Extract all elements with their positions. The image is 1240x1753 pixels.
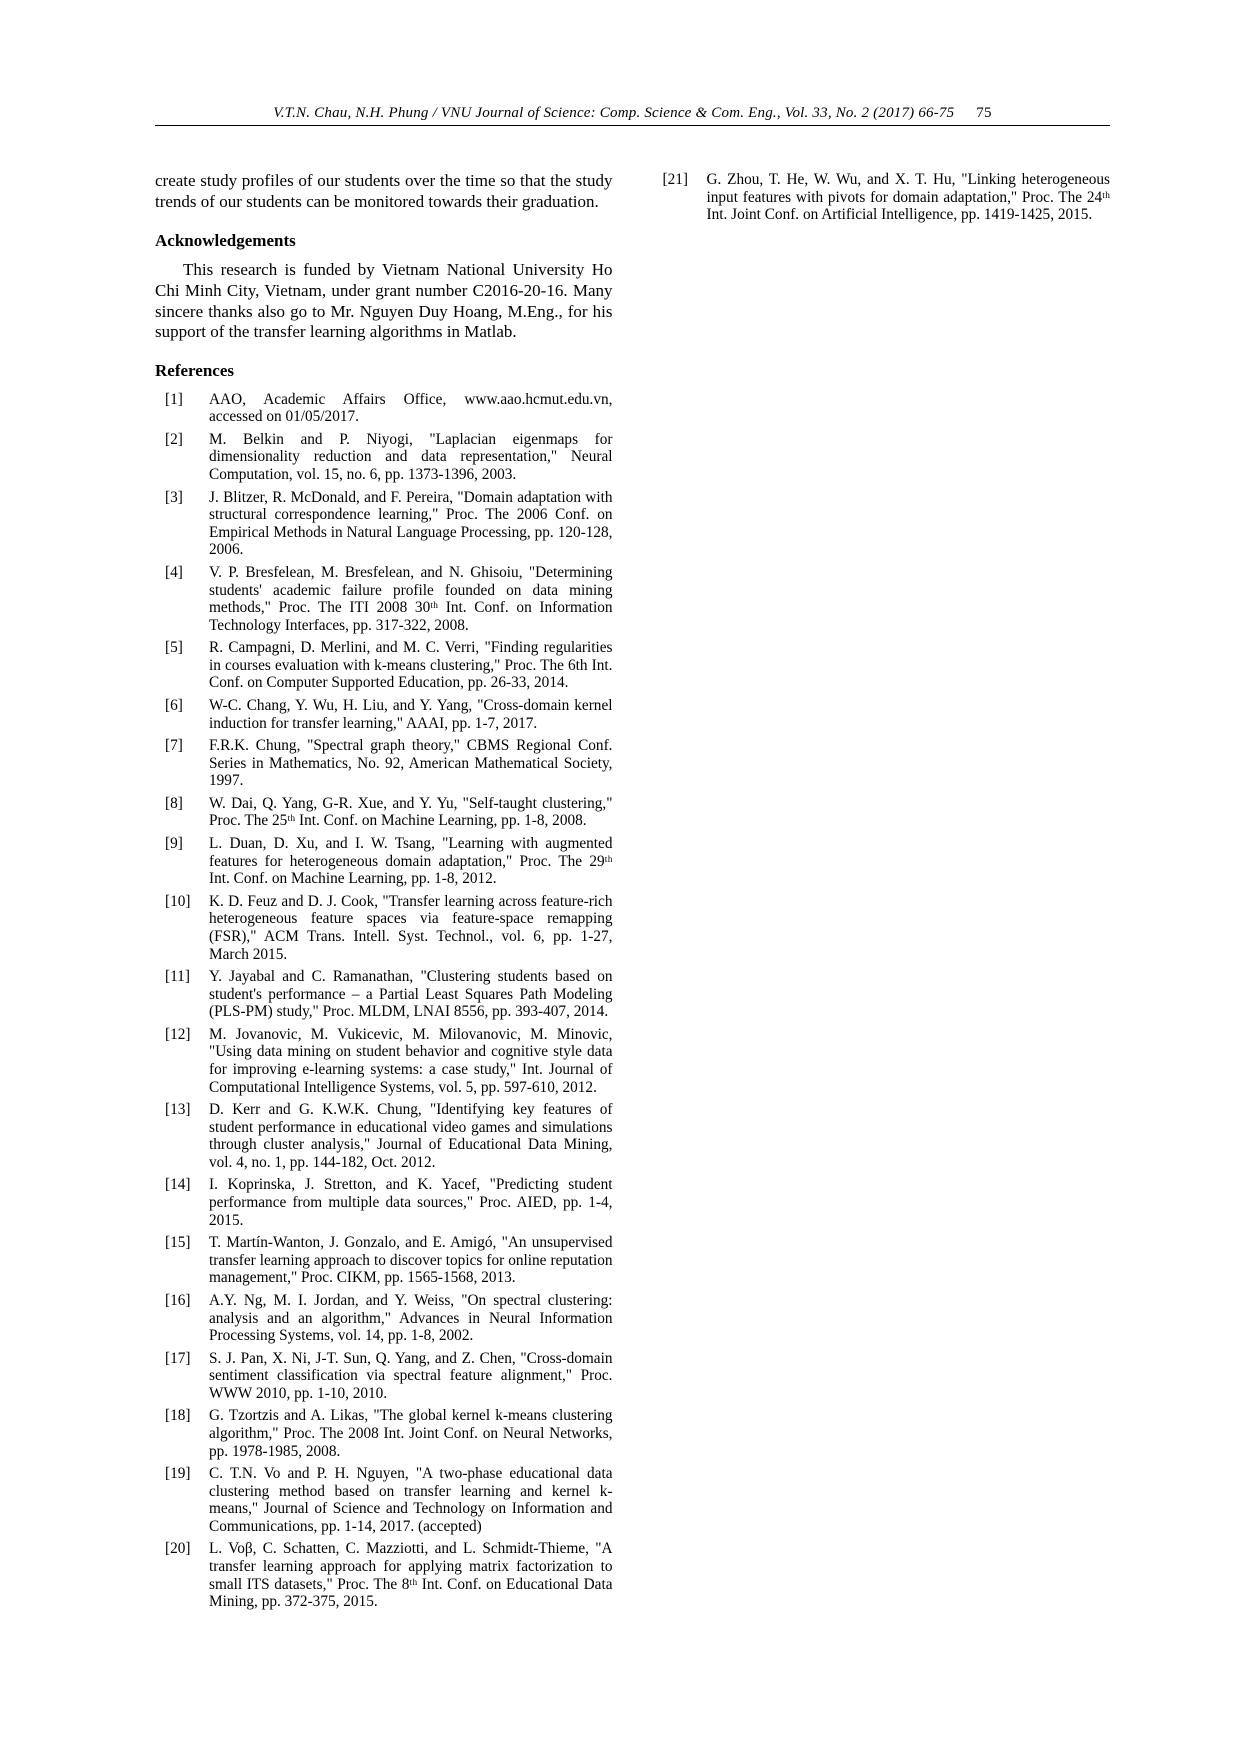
- reference-number: [10]: [155, 893, 209, 963]
- reference-text: Y. Jayabal and C. Ramanathan, "Clusterin…: [209, 968, 613, 1021]
- reference-number: [2]: [155, 431, 209, 484]
- reference-number: [13]: [155, 1101, 209, 1171]
- reference-text: F.R.K. Chung, "Spectral graph theory," C…: [209, 737, 613, 790]
- reference-text: S. J. Pan, X. Ni, J-T. Sun, Q. Yang, and…: [209, 1350, 613, 1403]
- reference-number: [20]: [155, 1540, 209, 1610]
- reference-text: L. Duan, D. Xu, and I. W. Tsang, "Learni…: [209, 835, 613, 888]
- reference-text: L. Voβ, C. Schatten, C. Mazziotti, and L…: [209, 1540, 613, 1610]
- reference-item: [9]L. Duan, D. Xu, and I. W. Tsang, "Lea…: [155, 835, 613, 888]
- reference-item: [1]AAO, Academic Affairs Office, www.aao…: [155, 391, 613, 426]
- reference-number: [19]: [155, 1465, 209, 1535]
- reference-text: A.Y. Ng, M. I. Jordan, and Y. Weiss, "On…: [209, 1292, 613, 1345]
- reference-item: [13]D. Kerr and G. K.W.K. Chung, "Identi…: [155, 1101, 613, 1171]
- reference-text: M. Belkin and P. Niyogi, "Laplacian eige…: [209, 431, 613, 484]
- header-citation: V.T.N. Chau, N.H. Phung / VNU Journal of…: [273, 105, 954, 121]
- reference-text: D. Kerr and G. K.W.K. Chung, "Identifyin…: [209, 1101, 613, 1171]
- reference-item: [5]R. Campagni, D. Merlini, and M. C. Ve…: [155, 639, 613, 692]
- reference-number: [4]: [155, 564, 209, 634]
- reference-number: [11]: [155, 968, 209, 1021]
- reference-number: [6]: [155, 697, 209, 732]
- reference-number: [21]: [653, 171, 707, 224]
- reference-text: J. Blitzer, R. McDonald, and F. Pereira,…: [209, 489, 613, 559]
- reference-number: [12]: [155, 1026, 209, 1096]
- references-list: [1]AAO, Academic Affairs Office, www.aao…: [155, 171, 1110, 1611]
- body-paragraph: create study profiles of our students ov…: [155, 171, 613, 212]
- reference-number: [9]: [155, 835, 209, 888]
- reference-number: [17]: [155, 1350, 209, 1403]
- reference-number: [7]: [155, 737, 209, 790]
- reference-item: [4]V. P. Bresfelean, M. Bresfelean, and …: [155, 564, 613, 634]
- references-heading: References: [155, 361, 613, 381]
- reference-text: AAO, Academic Affairs Office, www.aao.hc…: [209, 391, 613, 426]
- reference-item: [11]Y. Jayabal and C. Ramanathan, "Clust…: [155, 968, 613, 1021]
- reference-text: R. Campagni, D. Merlini, and M. C. Verri…: [209, 639, 613, 692]
- reference-item: [2]M. Belkin and P. Niyogi, "Laplacian e…: [155, 431, 613, 484]
- reference-item: [15]T. Martín-Wanton, J. Gonzalo, and E.…: [155, 1234, 613, 1287]
- reference-item: [17]S. J. Pan, X. Ni, J-T. Sun, Q. Yang,…: [155, 1350, 613, 1403]
- header-rule: [155, 125, 1110, 126]
- reference-text: T. Martín-Wanton, J. Gonzalo, and E. Ami…: [209, 1234, 613, 1287]
- reference-number: [5]: [155, 639, 209, 692]
- reference-item: [12]M. Jovanovic, M. Vukicevic, M. Milov…: [155, 1026, 613, 1096]
- reference-number: [14]: [155, 1176, 209, 1229]
- reference-text: G. Tzortzis and A. Likas, "The global ke…: [209, 1407, 613, 1460]
- reference-item: [18]G. Tzortzis and A. Likas, "The globa…: [155, 1407, 613, 1460]
- reference-number: [18]: [155, 1407, 209, 1460]
- reference-text: C. T.N. Vo and P. H. Nguyen, "A two-phas…: [209, 1465, 613, 1535]
- page-container: V.T.N. Chau, N.H. Phung / VNU Journal of…: [0, 0, 1240, 1711]
- reference-text: W-C. Chang, Y. Wu, H. Liu, and Y. Yang, …: [209, 697, 613, 732]
- reference-item: [16]A.Y. Ng, M. I. Jordan, and Y. Weiss,…: [155, 1292, 613, 1345]
- reference-item: [20]L. Voβ, C. Schatten, C. Mazziotti, a…: [155, 1540, 613, 1610]
- reference-item: [10]K. D. Feuz and D. J. Cook, "Transfer…: [155, 893, 613, 963]
- reference-text: M. Jovanovic, M. Vukicevic, M. Milovanov…: [209, 1026, 613, 1096]
- two-column-layout: create study profiles of our students ov…: [155, 171, 1110, 1611]
- reference-item: [19]C. T.N. Vo and P. H. Nguyen, "A two-…: [155, 1465, 613, 1535]
- reference-item: [7]F.R.K. Chung, "Spectral graph theory,…: [155, 737, 613, 790]
- reference-item: [6]W-C. Chang, Y. Wu, H. Liu, and Y. Yan…: [155, 697, 613, 732]
- reference-item: [8]W. Dai, Q. Yang, G-R. Xue, and Y. Yu,…: [155, 795, 613, 830]
- running-header: V.T.N. Chau, N.H. Phung / VNU Journal of…: [155, 105, 1110, 122]
- reference-item: [14]I. Koprinska, J. Stretton, and K. Ya…: [155, 1176, 613, 1229]
- reference-number: [8]: [155, 795, 209, 830]
- reference-text: K. D. Feuz and D. J. Cook, "Transfer lea…: [209, 893, 613, 963]
- acknowledgements-heading: Acknowledgements: [155, 231, 613, 251]
- reference-number: [15]: [155, 1234, 209, 1287]
- reference-number: [16]: [155, 1292, 209, 1345]
- reference-text: G. Zhou, T. He, W. Wu, and X. T. Hu, "Li…: [707, 171, 1111, 224]
- reference-item: [3]J. Blitzer, R. McDonald, and F. Perei…: [155, 489, 613, 559]
- reference-text: W. Dai, Q. Yang, G-R. Xue, and Y. Yu, "S…: [209, 795, 613, 830]
- reference-number: [3]: [155, 489, 209, 559]
- reference-text: V. P. Bresfelean, M. Bresfelean, and N. …: [209, 564, 613, 634]
- page-number: 75: [976, 105, 991, 121]
- reference-item: [21]G. Zhou, T. He, W. Wu, and X. T. Hu,…: [653, 171, 1111, 224]
- acknowledgements-text: This research is funded by Vietnam Natio…: [155, 260, 613, 343]
- reference-text: I. Koprinska, J. Stretton, and K. Yacef,…: [209, 1176, 613, 1229]
- reference-number: [1]: [155, 391, 209, 426]
